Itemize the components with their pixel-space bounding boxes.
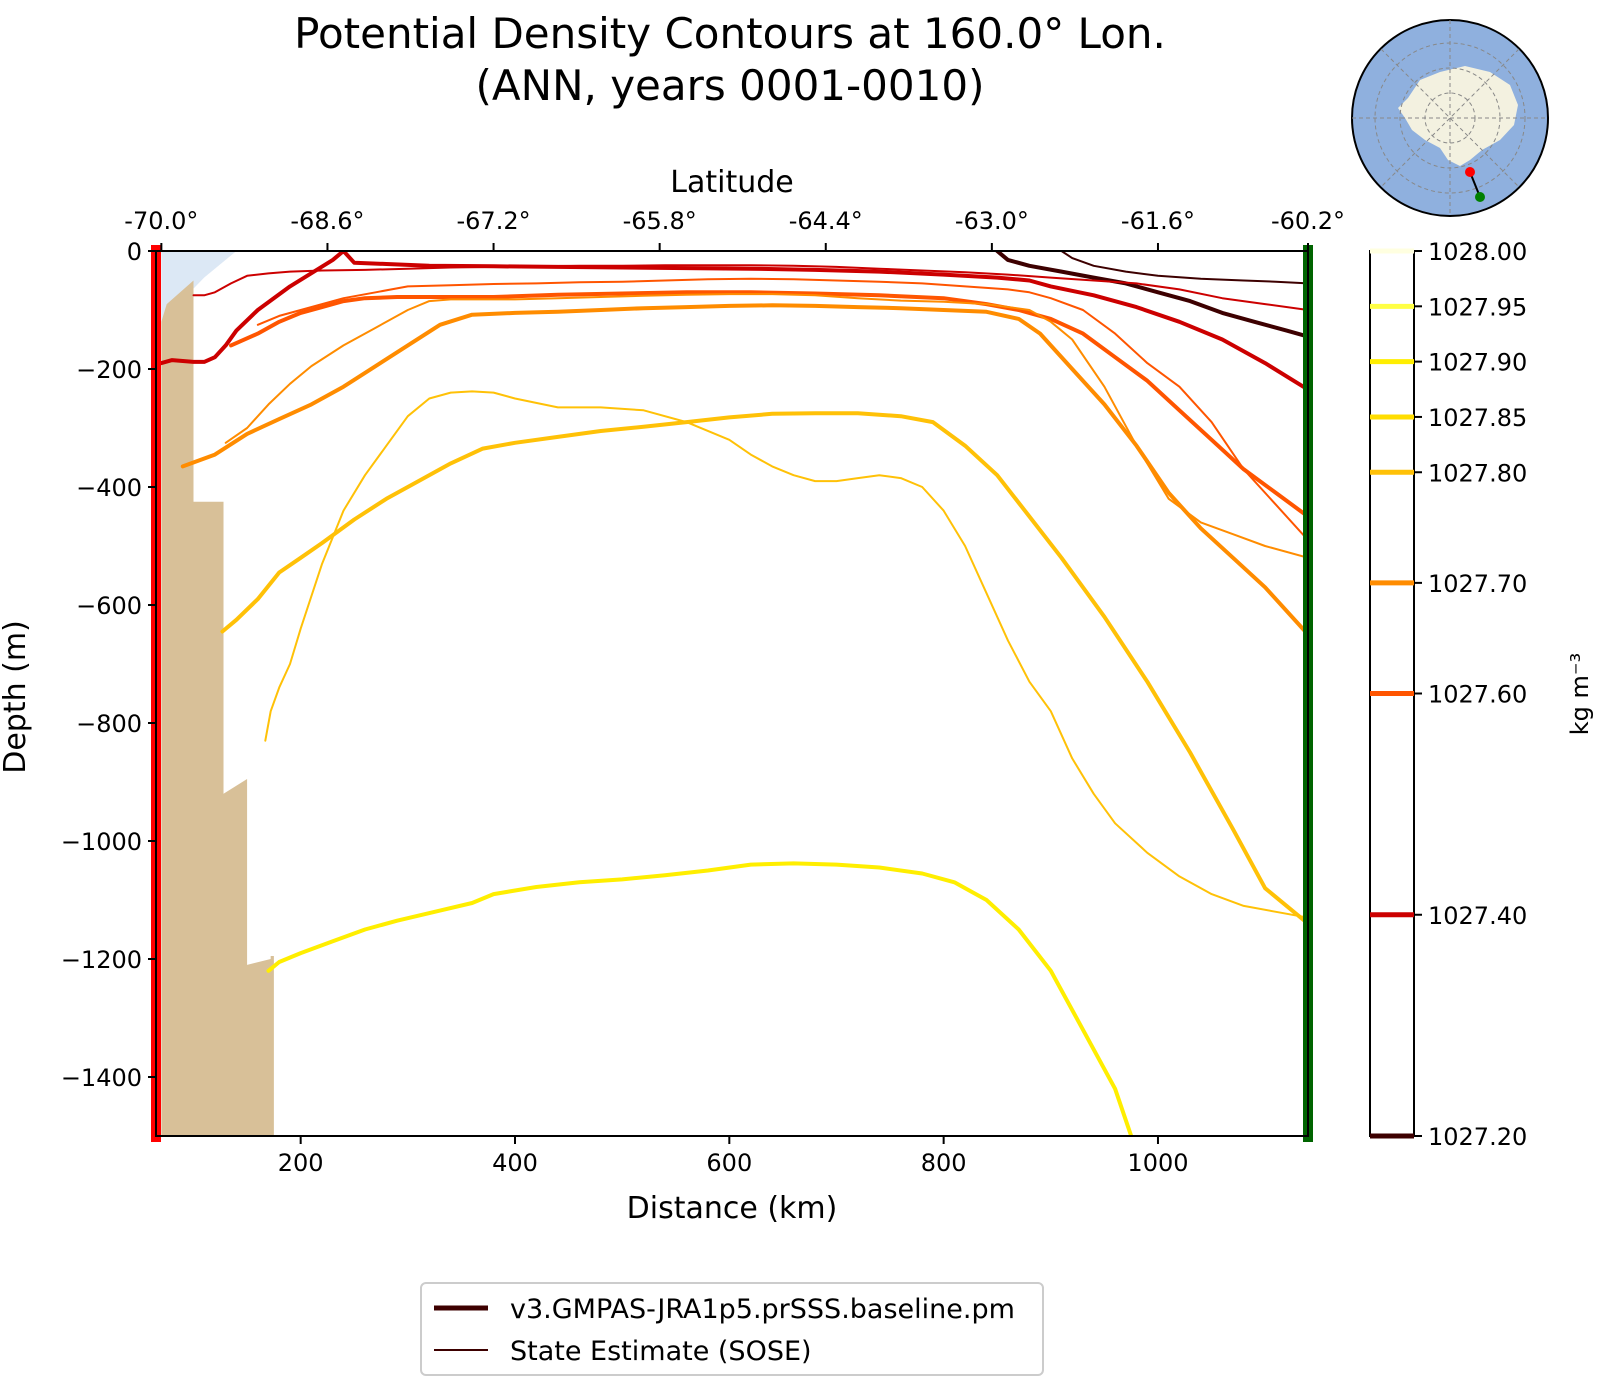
plot-content	[159, 251, 1308, 1136]
latitude-tick-label: -70.0°	[124, 207, 198, 235]
colorbar-ticks: 1028.00 1027.95 1027.90 1027.85 1027.80 1027.…	[1370, 238, 1527, 1151]
latitude-tick-label: -61.6°	[1121, 207, 1195, 235]
plot-area	[151, 245, 1313, 1142]
x-tick-label: 600	[706, 1149, 752, 1177]
x-tick-label: 1000	[1127, 1149, 1188, 1177]
colorbar: 1028.00 1027.95 1027.90 1027.85 1027.80 1027.…	[1369, 238, 1594, 1151]
colorbar-tick-label: 1027.90	[1428, 349, 1527, 377]
y-tick-label: −400	[76, 474, 142, 502]
contour-line-sose-1027-6	[256, 277, 1308, 542]
x-tick-label: 400	[492, 1149, 538, 1177]
latitude-tick-label: -65.8°	[623, 207, 697, 235]
legend-label-model: v3.GMPAS-JRA1p5.prSSS.baseline.pm	[510, 1294, 1015, 1325]
latitude-tick-label: -60.2°	[1271, 207, 1345, 235]
x-axis-ticks: 200 400 600 800 1000	[278, 1136, 1189, 1177]
latitude-tick-label: -67.2°	[457, 207, 531, 235]
contour-line-model-1027-7	[180, 303, 1308, 637]
colorbar-tick-label: 1028.00	[1428, 238, 1527, 266]
colorbar-tick-label: 1027.40	[1428, 902, 1527, 930]
contour-line-model-1027-85	[220, 411, 1308, 926]
x-tick-label: 800	[921, 1149, 967, 1177]
latitude-axis-label: Latitude	[670, 165, 793, 200]
latitude-tick-label: -63.0°	[955, 207, 1029, 235]
legend-frame	[420, 1282, 1044, 1376]
x-tick-label: 200	[278, 1149, 324, 1177]
y-tick-label: −600	[76, 592, 142, 620]
contour-line-sose-1027-7	[224, 293, 1308, 559]
colorbar-tick-label: 1027.95	[1428, 293, 1527, 321]
y-axis-ticks: 0 −200 −400 −600 −800 −1000 −1200 −1400	[61, 238, 156, 1092]
inset-graticule	[1352, 20, 1548, 216]
y-tick-label: −800	[76, 710, 142, 738]
y-axis-label: Depth (m)	[0, 620, 33, 774]
inset-start-marker	[1465, 167, 1475, 177]
colorbar-tick-label: 1027.20	[1428, 1123, 1527, 1151]
inset-antarctica	[1398, 66, 1518, 166]
colorbar-label: kg m⁻³	[1566, 653, 1594, 735]
contour-line-sose-1027-2	[1060, 251, 1308, 285]
colorbar-tick-label: 1027.80	[1428, 459, 1527, 487]
plot-background	[156, 251, 1308, 1136]
inset-end-marker	[1475, 192, 1485, 202]
latitude-tick-label: -68.6°	[290, 207, 364, 235]
colorbar-tick-label: 1027.60	[1428, 681, 1527, 709]
chart-title: Potential Density Contours at 160.0° Lon…	[130, 8, 1330, 112]
y-tick-label: −200	[76, 356, 142, 384]
contour-line-model-1027-6	[229, 290, 1308, 519]
contour-line-model-1027-95	[266, 861, 1134, 1136]
bathymetry	[161, 280, 274, 1136]
chart-title-line-2: (ANN, years 0001-0010)	[475, 61, 985, 110]
y-tick-label: −1200	[61, 946, 142, 974]
x-axis-label: Distance (km)	[627, 1191, 838, 1226]
chart-title-line-1: Potential Density Contours at 160.0° Lon…	[294, 9, 1166, 58]
legend-label-sose: State Estimate (SOSE)	[510, 1336, 812, 1367]
legend: v3.GMPAS-JRA1p5.prSSS.baseline.pm State …	[420, 1282, 1044, 1376]
contour-line-sose-1027-4	[192, 264, 1308, 311]
ice-shelf	[161, 251, 237, 322]
y-tick-label: −1000	[61, 828, 142, 856]
y-tick-label: −1400	[61, 1064, 142, 1092]
contour-line-model-1027-2	[995, 251, 1308, 339]
plot-frame	[155, 250, 1309, 1137]
latitude-tick-label: -64.4°	[789, 207, 863, 235]
y-tick-label: 0	[127, 238, 142, 266]
inset-map	[1351, 19, 1549, 217]
latitude-axis-ticks: -70.0° -68.6° -67.2° -65.8° -64.4° -63.0° -61.…	[124, 207, 1345, 251]
contour-line-sose-1027-9	[264, 390, 1308, 919]
colorbar-tick-label: 1027.85	[1428, 404, 1527, 432]
colorbar-tick-label: 1027.70	[1428, 570, 1527, 598]
